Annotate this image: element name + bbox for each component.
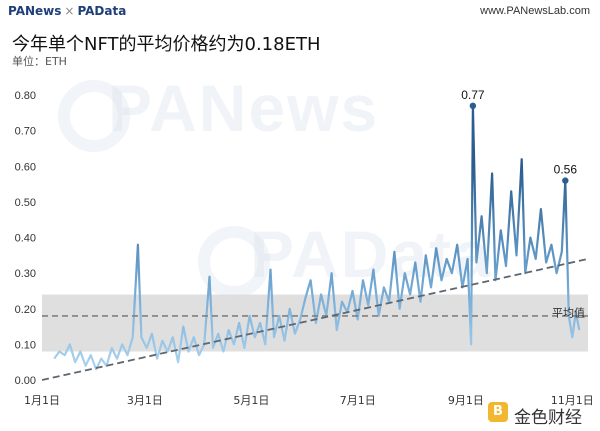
brand-logo: PANews × PAData (8, 4, 126, 18)
site-url: www.PANewsLab.com (480, 5, 590, 17)
y-tick-label: 0.30 (15, 268, 36, 280)
watermark-padata: PAData (250, 217, 492, 291)
y-tick-label: 0.60 (15, 161, 36, 173)
x-tick-label: 5月1日 (233, 394, 269, 407)
x-tick-label: 1月1日 (24, 394, 60, 407)
x-tick-label: 7月1日 (340, 394, 376, 407)
chart-title: 今年单个NFT的平均价格约为0.18ETH (12, 34, 321, 55)
watermark-panews: PANews (108, 71, 380, 145)
jinse-watermark: 金色财经 (514, 408, 582, 428)
y-tick-label: 0.50 (15, 197, 36, 209)
y-tick-label: 0.20 (15, 304, 36, 316)
brand-separator: × (64, 4, 75, 18)
x-tick-label: 3月1日 (127, 394, 163, 407)
brand-panews: PANews (8, 4, 62, 18)
y-tick-label: 0.80 (15, 90, 36, 102)
peak-label: 0.56 (554, 163, 578, 177)
y-tick-label: 0.10 (15, 339, 36, 351)
peak-marker (469, 102, 477, 110)
y-tick-label: 0.00 (15, 375, 36, 387)
unit-label: 单位：ETH (12, 55, 67, 68)
x-tick-label: 9月1日 (448, 394, 484, 407)
x-tick-label: 11月1日 (551, 394, 594, 407)
peak-marker (562, 177, 569, 184)
y-tick-label: 0.40 (15, 233, 36, 245)
trend-line (41, 258, 589, 381)
jinse-logo-icon: B (488, 402, 508, 422)
brand-padata: PAData (77, 4, 127, 18)
top-bar: PANews × PAData www.PANewsLab.com (0, 0, 600, 24)
y-tick-label: 0.70 (15, 126, 36, 138)
peak-label: 0.77 (461, 88, 485, 102)
average-label: 平均值 (552, 307, 585, 320)
price-series-line (53, 104, 581, 371)
